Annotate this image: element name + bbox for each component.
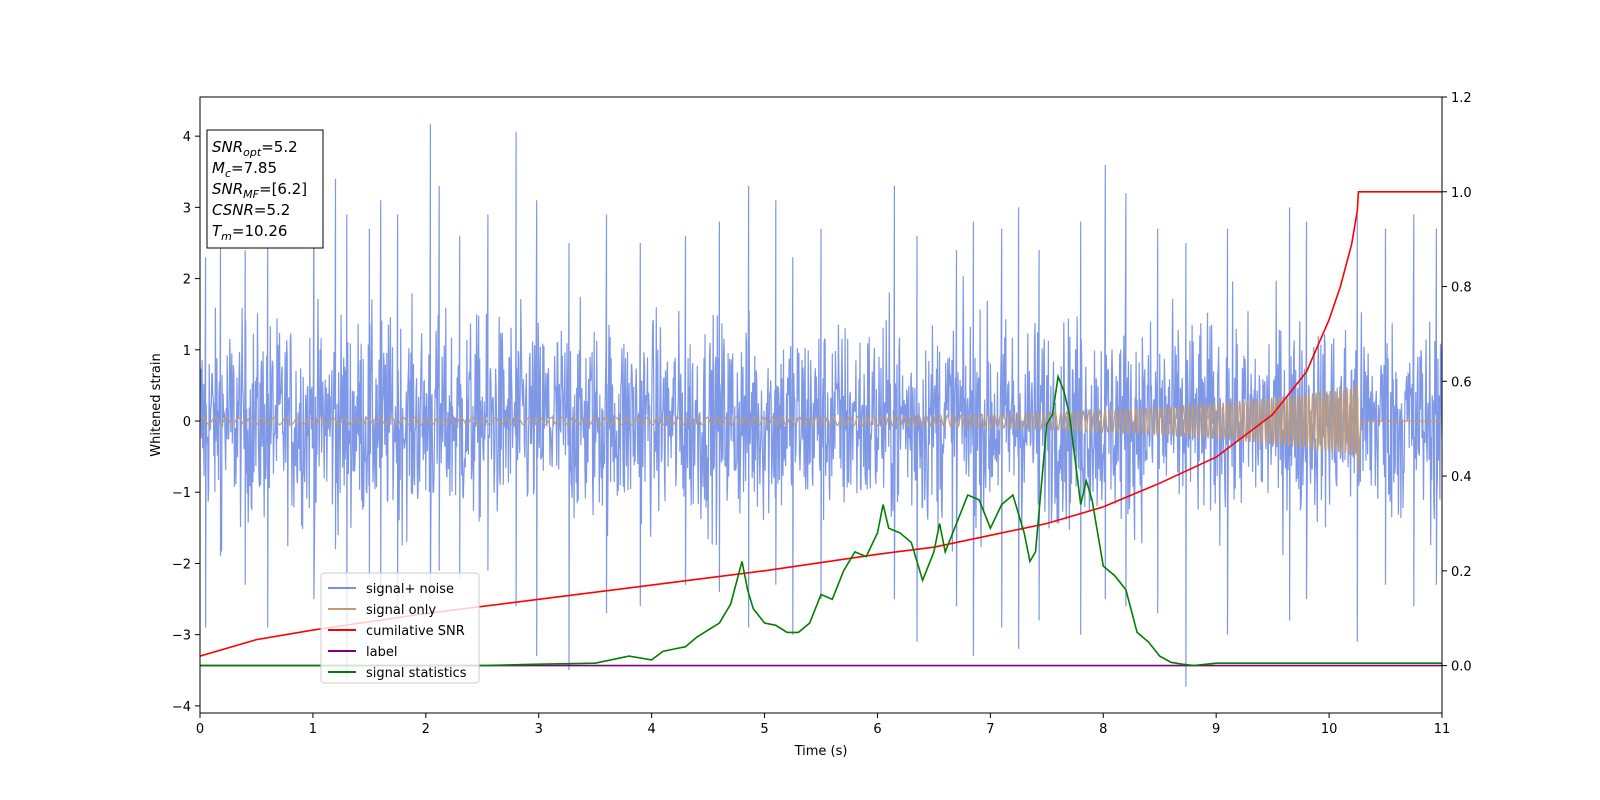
y2-tick-label: 1.0 (1451, 186, 1472, 201)
x-tick-label: 9 (1212, 722, 1220, 737)
y2-tick-label: 0.4 (1451, 470, 1472, 485)
y-axis-right: 0.0 0.2 0.4 0.6 0.8 1.0 1.2 (1442, 91, 1472, 675)
y-axis-left: −4 −3 −2 −1 0 1 2 3 4 (172, 130, 200, 715)
series-signal-statistics (200, 373, 1442, 667)
annotation-subscript: m (221, 230, 232, 243)
annotation-symbol: CSNR (212, 201, 254, 219)
annotation-subscript: opt (243, 146, 262, 159)
annotation-symbol: T (212, 222, 223, 240)
y2-tick-label: 1.2 (1451, 91, 1472, 106)
x-axis-title: Time (s) (794, 744, 848, 759)
x-tick-label: 2 (422, 722, 430, 737)
series-signal-noise (200, 124, 1442, 687)
y-tick-label: −3 (172, 629, 191, 644)
legend: signal+ noise signal only cumilative SNR la… (320, 572, 480, 684)
legend-frame (320, 572, 480, 684)
y-axis-title: Whitened strain (149, 353, 164, 456)
y-tick-label: 2 (183, 273, 191, 288)
annotation-value: =5.2 (254, 201, 290, 219)
x-tick-label: 4 (647, 722, 655, 737)
annotation-value: =5.2 (261, 138, 297, 156)
annotation-line: Mc=7.85 (212, 159, 277, 180)
x-tick-label: 8 (1099, 722, 1107, 737)
y2-tick-label: 0.2 (1451, 565, 1472, 580)
annotation-line: SNRMF=[6.2] (212, 180, 307, 201)
legend-label: signal+ noise (366, 582, 454, 597)
series-cumulative-snr (200, 191, 1442, 657)
annotation-symbol: M (212, 159, 225, 177)
series-signal-only (200, 381, 1442, 475)
x-tick-label: 7 (986, 722, 994, 737)
annotation-value: =7.85 (231, 159, 277, 177)
x-tick-label: 11 (1434, 722, 1451, 737)
annotation-line: CSNR=5.2 (212, 201, 290, 219)
y-tick-label: 0 (183, 415, 191, 430)
annotation-line: SNRopt=5.2 (212, 138, 298, 159)
x-axis: 0 1 2 3 4 5 6 7 8 9 10 11 (196, 713, 1450, 737)
x-tick-label: 5 (760, 722, 768, 737)
x-tick-label: 6 (873, 722, 881, 737)
legend-label: signal only (366, 603, 436, 618)
annotation-value: =[6.2] (259, 180, 307, 198)
y-tick-label: 3 (183, 201, 191, 216)
x-tick-label: 3 (535, 722, 543, 737)
annotation-symbol: SNR (212, 180, 243, 198)
x-tick-label: 10 (1321, 722, 1338, 737)
y-tick-label: −2 (172, 557, 191, 572)
y-tick-label: −1 (172, 486, 191, 501)
y2-tick-label: 0.6 (1451, 375, 1472, 390)
y2-tick-label: 0.0 (1451, 660, 1472, 675)
y-tick-label: 1 (183, 344, 191, 359)
x-tick-label: 1 (309, 722, 317, 737)
annotation-subscript: c (225, 167, 231, 180)
x-tick-label: 0 (196, 722, 204, 737)
plot-frame (199, 96, 1443, 714)
legend-label: label (366, 645, 397, 660)
legend-label: signal statistics (366, 666, 467, 681)
annotation-value: =10.26 (232, 222, 288, 240)
annotation-line: Tm=10.26 (212, 222, 287, 243)
y-tick-label: −4 (172, 700, 191, 715)
legend-label: cumilative SNR (366, 624, 465, 639)
y2-tick-label: 0.8 (1451, 281, 1472, 296)
y-tick-label: 4 (183, 130, 191, 145)
annotation-symbol: SNR (212, 138, 243, 156)
annotation-subscript: MF (243, 188, 259, 201)
annotation-frame (206, 129, 324, 249)
stats-annotation-box: SNRopt=5.2Mc=7.85SNRMF=[6.2]CSNR=5.2Tm=1… (206, 129, 324, 249)
